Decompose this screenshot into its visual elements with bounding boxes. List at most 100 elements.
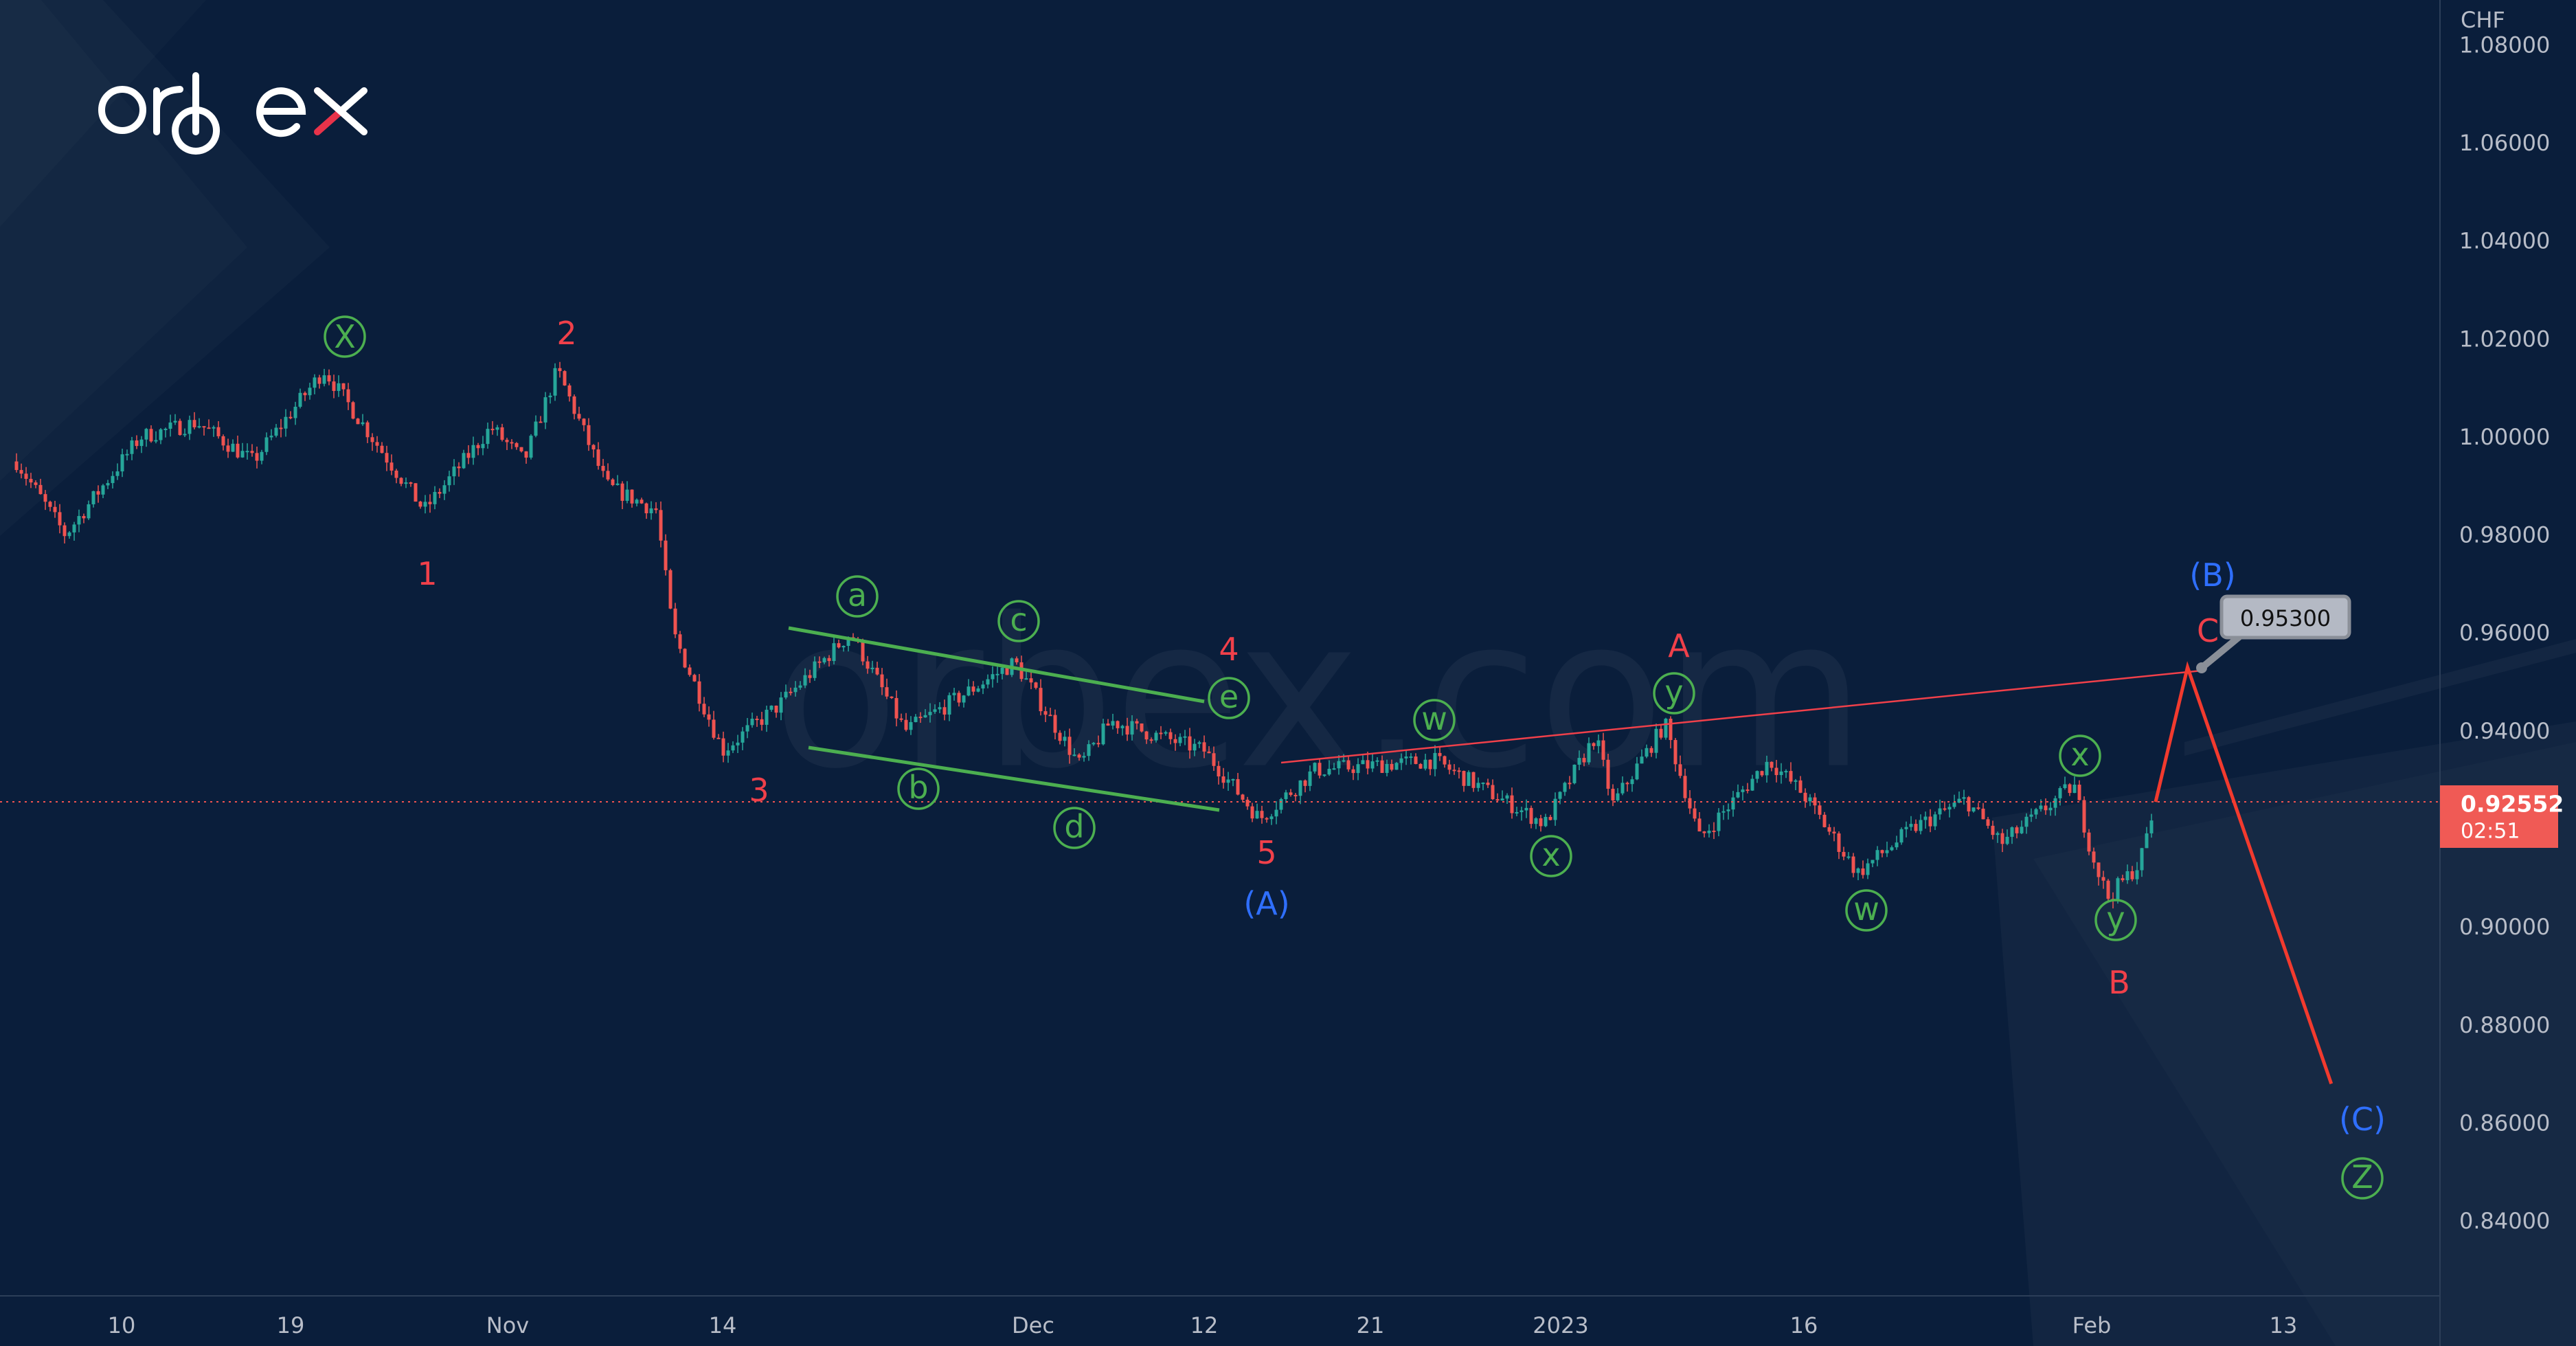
candle — [394, 469, 398, 484]
watermark: orbex.com — [773, 574, 1865, 814]
price-tick-label: 1.04000 — [2459, 228, 2550, 254]
candle — [356, 418, 360, 425]
candle — [1539, 814, 1543, 832]
candle — [490, 420, 495, 435]
candle — [697, 673, 701, 712]
candle — [2010, 826, 2014, 844]
time-tick-label: 13 — [2270, 1312, 2298, 1338]
candle — [1221, 767, 1225, 789]
candle — [755, 715, 759, 727]
candle — [1524, 799, 1528, 818]
candle — [1563, 781, 1567, 796]
candle — [115, 463, 120, 480]
candle — [1928, 809, 1932, 833]
price-axis[interactable]: 1.08000 1.06000 1.04000 1.02000 1.00000 0.980… — [2459, 32, 2550, 1234]
candle — [2053, 796, 2057, 816]
candle — [159, 428, 163, 445]
candle — [1568, 776, 1572, 789]
candle — [1351, 765, 1355, 781]
candle — [1721, 805, 1726, 820]
candle — [947, 692, 951, 721]
candle — [664, 534, 668, 576]
time-tick-label: 10 — [108, 1312, 136, 1338]
candle — [942, 699, 947, 721]
candle — [861, 638, 865, 666]
candle — [539, 416, 543, 423]
candle — [1486, 778, 1490, 788]
candles — [14, 361, 2154, 909]
candle — [212, 425, 216, 437]
candle — [1063, 730, 1067, 747]
candle — [1505, 793, 1509, 804]
candle — [991, 666, 995, 688]
candle — [644, 502, 648, 519]
candle — [260, 449, 264, 464]
candle — [389, 454, 394, 475]
time-axis[interactable]: 10 19 Nov 14 Dec 12 21 2023 16 Feb 13 — [108, 1312, 2298, 1338]
candle — [2145, 827, 2149, 849]
projection-path — [2154, 661, 2334, 1085]
candle — [274, 424, 278, 438]
candle — [1669, 716, 1673, 749]
candle — [736, 734, 740, 754]
candle — [1967, 796, 1971, 817]
wave-label-C: C — [2197, 612, 2219, 649]
candle — [399, 477, 403, 486]
candle — [1529, 805, 1533, 829]
candle — [173, 414, 177, 425]
candle — [1419, 763, 1423, 770]
candle — [29, 473, 33, 489]
candle — [1712, 822, 1716, 840]
candle — [841, 645, 846, 652]
candle — [741, 727, 745, 750]
candle — [601, 458, 605, 478]
candle — [370, 433, 374, 451]
candle — [2092, 847, 2096, 869]
candle — [976, 686, 980, 693]
candle — [808, 669, 812, 683]
candle — [1135, 719, 1139, 730]
candle — [1832, 827, 1836, 842]
candle — [543, 392, 547, 429]
candle — [591, 444, 596, 458]
candle — [149, 425, 153, 443]
candle — [1274, 801, 1278, 825]
candle — [1173, 734, 1177, 751]
candle — [1606, 754, 1610, 796]
orbex-logo: orbex — [98, 72, 368, 155]
candle — [1803, 788, 1807, 808]
candle — [1385, 759, 1389, 776]
candle — [361, 414, 365, 426]
candle — [1943, 801, 1947, 811]
candle — [106, 480, 110, 489]
candle — [2000, 829, 2004, 853]
candle — [1399, 753, 1403, 770]
candle — [1808, 794, 1812, 807]
candle — [341, 383, 346, 396]
candle — [1443, 755, 1447, 768]
candle — [880, 668, 884, 695]
candle — [289, 411, 293, 420]
candle — [1645, 744, 1649, 759]
candle — [130, 436, 134, 460]
candle — [144, 427, 148, 447]
candle — [524, 451, 528, 464]
time-tick-label: 2023 — [1533, 1312, 1588, 1338]
candle — [1375, 757, 1379, 766]
candle — [1789, 762, 1793, 784]
wave-label-A-paren: (A) — [1243, 885, 1289, 922]
candle — [1707, 824, 1711, 838]
candle — [745, 717, 749, 739]
candle — [101, 484, 105, 499]
price-callout[interactable]: 0.95300 — [2196, 594, 2351, 673]
candle — [500, 423, 504, 442]
candle — [1654, 724, 1658, 759]
candle — [1058, 730, 1062, 745]
candle — [183, 428, 187, 438]
time-tick-label: 21 — [1357, 1312, 1385, 1338]
candle — [1572, 764, 1577, 785]
time-tick-label: Feb — [2072, 1312, 2112, 1338]
candle — [1303, 779, 1307, 793]
candle — [1101, 719, 1105, 745]
